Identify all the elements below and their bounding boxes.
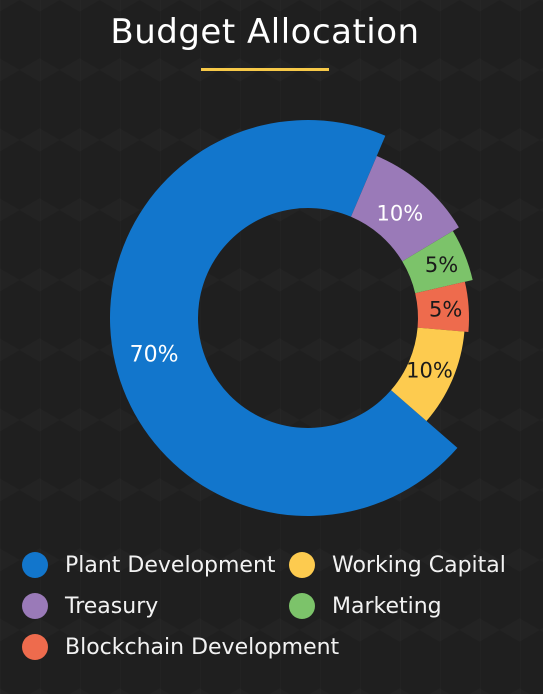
legend-label: Plant Development [65,552,276,578]
title-underline [201,68,329,71]
donut-chart: 70% 10% 5% 5% 10% [109,119,473,516]
chart-legend: Plant Development Working Capital Treasu… [22,545,532,685]
legend-label: Marketing [332,593,442,619]
data-label-working-capital: 10% [406,359,453,383]
legend-item-treasury: Treasury [22,586,158,626]
data-label-blockchain-development: 5% [429,297,462,321]
data-label-treasury: 10% [377,201,424,225]
slice-marketing [402,230,473,294]
legend-swatch [289,593,315,619]
data-label-plant-development: 70% [130,343,179,368]
legend-label: Treasury [65,593,159,619]
slice-plant-development [109,119,458,516]
chart-title: Budget Allocation [110,12,420,52]
legend-swatch [22,634,48,660]
slice-blockchain-development [415,281,469,333]
legend-item-working-capital: Working Capital [289,545,506,585]
legend-label: Working Capital [332,552,506,578]
legend-label: Blockchain Development [65,634,340,660]
legend-item-plant-development: Plant Development [22,545,276,585]
legend-item-marketing: Marketing [289,586,442,626]
data-label-marketing: 5% [425,253,458,277]
legend-swatch [22,552,48,578]
legend-item-blockchain-development: Blockchain Development [22,627,339,667]
slice-working-capital [391,327,465,422]
slice-treasury [350,155,459,262]
legend-swatch [289,552,315,578]
legend-swatch [22,593,48,619]
